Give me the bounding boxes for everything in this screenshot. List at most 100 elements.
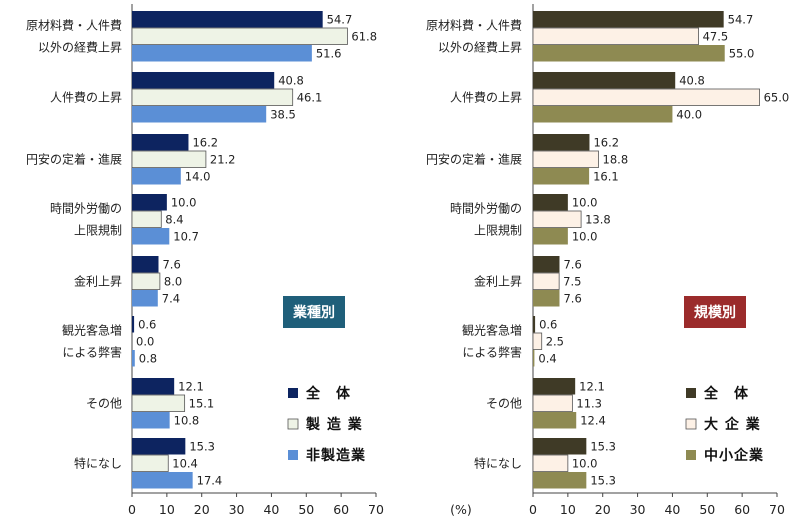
x-tick-label: 30 (630, 502, 646, 517)
x-tick-label: 40 (664, 502, 680, 517)
legend-swatch (686, 388, 696, 398)
x-tick-label: 20 (194, 502, 210, 517)
x-tick-label: 70 (368, 502, 384, 517)
bar-value-label: 21.2 (210, 153, 236, 167)
x-tick-label: 50 (699, 502, 715, 517)
bar-1 (132, 194, 167, 211)
bar-value-label: 10.0 (572, 230, 598, 244)
bar-3 (132, 106, 267, 123)
bar-value-label: 61.8 (351, 30, 377, 44)
bar-value-label: 0.4 (538, 352, 556, 366)
bar-3 (132, 45, 312, 62)
bar-3 (132, 472, 193, 489)
bar-value-label: 40.0 (676, 108, 702, 122)
category-label: 以外の経費上昇 (438, 39, 522, 54)
legend-swatch (685, 418, 697, 430)
x-tick-label: 50 (298, 502, 314, 517)
bar-value-label: 12.1 (178, 380, 204, 394)
bar-1 (533, 72, 676, 89)
bar-3 (132, 168, 181, 185)
bar-value-label: 10.0 (572, 457, 598, 471)
bar-value-label: 40.8 (679, 74, 705, 88)
bar-value-label: 0.0 (136, 335, 154, 349)
bar-value-label: 2.5 (546, 335, 564, 349)
bar-1 (533, 316, 536, 333)
bar-1 (132, 438, 186, 455)
chart-panel-1: 0 10 20 30 40 50 60 70 原材料費・人件費以外の経費上昇人件費の上昇円安の定… (26, 4, 384, 517)
bar-3 (533, 106, 673, 123)
bar-1 (533, 438, 587, 455)
bar-3 (533, 412, 577, 429)
category-label: 時間外労働の (450, 201, 522, 215)
bar-value-label: 15.3 (590, 440, 616, 454)
bar-2 (532, 210, 582, 228)
x-tick-label: 10 (159, 502, 175, 517)
bar-value-label: 12.1 (579, 380, 605, 394)
bar-2 (532, 454, 569, 472)
bar-value-label: 15.1 (189, 397, 215, 411)
bar-value-label: 10.4 (172, 457, 198, 471)
bar-2 (131, 210, 162, 228)
bar-value-label: 0.6 (539, 318, 557, 332)
category-label: 上限規制 (74, 222, 122, 237)
legend-swatch (288, 388, 298, 398)
bar-value-label: 7.6 (563, 258, 581, 272)
bar-1 (132, 11, 323, 28)
category-label: による弊害 (462, 344, 522, 359)
category-label: 観光客急増 (62, 322, 122, 337)
x-tick-label: 10 (560, 502, 576, 517)
legend-swatch (288, 450, 298, 460)
bar-3 (533, 290, 560, 307)
bar-value-label: 10.0 (572, 196, 598, 210)
bar-value-label: 16.2 (593, 136, 619, 150)
bar-3 (132, 350, 135, 367)
bar-value-label: 46.1 (297, 91, 323, 105)
x-tick-label: 30 (229, 502, 245, 517)
bar-value-label: 7.4 (162, 292, 180, 306)
x-tick-label: 60 (734, 502, 750, 517)
bar-value-label: 18.8 (603, 153, 629, 167)
bar-3 (132, 290, 158, 307)
category-label: 人件費の上昇 (50, 89, 122, 104)
bar-2 (131, 272, 161, 290)
bar-value-label: 54.7 (327, 13, 353, 27)
bar-value-label: 8.4 (165, 213, 183, 227)
bar-value-label: 15.3 (590, 474, 616, 488)
legend-swatch (686, 450, 696, 460)
bar-2 (532, 150, 599, 168)
legend-label: 非製造業 (306, 447, 366, 464)
bar-2 (131, 88, 294, 106)
bar-value-label: 7.6 (563, 292, 581, 306)
category-label: 以外の経費上昇 (38, 39, 122, 54)
bar-1 (132, 72, 275, 89)
bar-1 (132, 256, 159, 273)
bar-value-label: 7.6 (162, 258, 180, 272)
bar-2 (532, 332, 543, 350)
bar-value-label: 17.4 (197, 474, 223, 488)
bar-2 (532, 88, 760, 106)
bar-3 (533, 45, 725, 62)
category-label: 円安の定着・進展 (26, 151, 122, 166)
bar-3 (533, 168, 590, 185)
bar-value-label: 16.2 (192, 136, 218, 150)
bar-2 (131, 27, 348, 45)
bar-value-label: 40.8 (278, 74, 304, 88)
bar-value-label: 8.0 (164, 275, 182, 289)
bar-3 (533, 228, 568, 245)
category-label: 特になし (474, 455, 522, 470)
x-tick-label: 0 (128, 502, 136, 517)
bar-value-label: 54.7 (728, 13, 754, 27)
bar-value-label: 14.0 (185, 170, 211, 184)
bar-value-label: 15.3 (189, 440, 215, 454)
badge-box (684, 296, 746, 328)
bar-value-label: 38.5 (270, 108, 296, 122)
category-label: その他 (486, 396, 522, 410)
bar-1 (533, 134, 590, 151)
category-label: 原材料費・人件費 (426, 17, 522, 32)
bar-value-label: 0.6 (138, 318, 156, 332)
category-label: 観光客急増 (462, 322, 522, 337)
bar-2 (131, 394, 186, 412)
bar-2 (532, 394, 573, 412)
